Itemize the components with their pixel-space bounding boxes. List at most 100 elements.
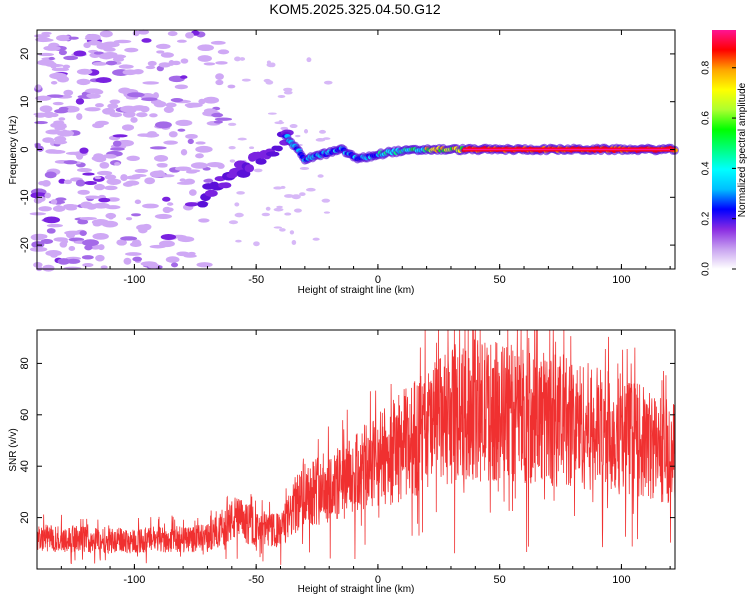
snr-frame — [36, 329, 676, 570]
spectrogram-noise-blob — [95, 254, 105, 262]
spectrogram-noise-blob — [176, 39, 187, 43]
spectrogram-noise-blob — [85, 33, 101, 41]
spectrogram-noise-blob — [229, 159, 236, 163]
spectrogram-noise-blob — [109, 112, 123, 118]
snr-ylabel: SNR (v/v) — [8, 428, 19, 471]
spectrogram-noise-blob — [265, 206, 271, 211]
spectrogram-noise-blob — [215, 79, 224, 86]
spectrogram-noise-blob — [46, 94, 64, 98]
spectrogram-noise-blob — [140, 261, 158, 267]
spectrogram-noise-blob — [79, 147, 89, 154]
spectrogram-noise-blob — [46, 63, 64, 68]
spectrogram-ridge-blob — [255, 158, 267, 165]
spectrogram-noise-blob — [68, 245, 76, 251]
spectrogram-noise-blob — [63, 179, 73, 185]
spectrogram-noise-blob — [185, 170, 198, 174]
spectrogram-ytick-label: -20 — [19, 237, 31, 253]
spectrogram-xtick-label: 50 — [494, 274, 506, 286]
spectrogram-noise-blob — [123, 257, 132, 265]
spectrogram-noise-blob — [132, 256, 143, 262]
snr-xtick-label: 100 — [612, 574, 630, 586]
spectrogram-xtick-label: 100 — [612, 274, 630, 286]
spectrogram-noise-blob — [261, 212, 271, 217]
spectrogram-noise-blob — [109, 99, 121, 105]
spectrogram-noise-blob — [203, 62, 216, 66]
spectrogram-noise-blob — [76, 167, 93, 173]
spectrogram-noise-blob — [36, 38, 54, 42]
spectrogram-noise-blob — [227, 84, 236, 89]
snr-xtick-label: 50 — [494, 574, 506, 586]
spectrogram-noise-blob — [237, 137, 247, 141]
spectrogram-noise-blob — [215, 61, 228, 65]
spectrogram-noise-blob — [40, 238, 54, 244]
spectrogram-noise-blob — [92, 202, 110, 209]
spectrogram-noise-blob — [127, 92, 145, 98]
spectrogram-noise-blob — [136, 112, 148, 118]
spectrogram-noise-blob — [84, 180, 97, 185]
spectrogram-noise-blob — [112, 140, 122, 147]
spectrogram-noise-blob — [163, 140, 178, 145]
spectrogram-noise-blob — [293, 208, 302, 213]
spectrogram-noise-blob — [61, 239, 69, 244]
spectrogram-noise-blob — [46, 223, 63, 228]
spectrogram-noise-blob — [179, 178, 186, 182]
spectrogram-noise-blob — [176, 181, 194, 185]
spectrogram-noise-blob — [283, 90, 293, 95]
spectrogram-noise-blob — [274, 121, 285, 125]
spectrogram-noise-blob — [105, 60, 118, 66]
spectrogram-noise-blob — [273, 186, 283, 190]
spectrogram-noise-blob — [291, 194, 301, 200]
spectrogram-ridge-blob — [244, 164, 255, 173]
spectrogram-noise-blob — [142, 203, 159, 209]
spectrogram-noise-blob — [253, 168, 263, 173]
spectrogram-noise-blob — [180, 75, 188, 79]
spectrogram-noise-blob — [63, 55, 79, 61]
snr-ticks: -100 -50 0 50 100 20 40 60 80 — [19, 330, 675, 586]
spectrogram-noise-blob — [190, 162, 209, 169]
spectrogram-noise-blob — [98, 53, 114, 60]
spectrogram-noise-blob — [234, 212, 244, 218]
spectrogram-noise-blob — [134, 168, 149, 173]
spectrogram-noise-blob — [104, 174, 117, 180]
spectrogram-noise-blob — [92, 222, 102, 227]
spectrogram-noise-blob — [84, 244, 93, 251]
spectrogram-noise-blob — [125, 217, 133, 221]
spectrogram-noise-blob — [185, 133, 198, 139]
spectrogram-ridge-blob — [266, 151, 280, 157]
spectrogram-noise-blob — [92, 61, 108, 66]
spectrogram-ridge-blob — [274, 145, 283, 152]
spectrogram-noise-blob — [35, 95, 52, 101]
spectrogram-noise-blob — [52, 140, 68, 145]
spectrogram-noise-blob — [158, 62, 172, 68]
spectrogram-noise-blob — [267, 112, 277, 115]
spectrogram-noise-blob — [155, 43, 171, 50]
spectrogram-noise-blob — [112, 134, 128, 138]
spectrogram-noise-blob — [43, 45, 61, 51]
spectrogram-noise-blob — [99, 30, 113, 38]
spectrogram-noise-blob — [34, 121, 48, 125]
spectrogram-noise-blob — [203, 178, 214, 183]
spectrogram-noise-blob — [68, 36, 79, 40]
snr-xtick-label: -50 — [248, 574, 264, 586]
spectrogram-noise-blob — [63, 160, 78, 165]
spectrogram-noise-blob — [56, 34, 71, 42]
spectrogram-noise-blob — [323, 211, 331, 214]
spectrogram-noise-blob — [189, 189, 197, 196]
spectrogram-noise-blob — [160, 52, 174, 58]
spectrogram-noise-blob — [110, 147, 125, 151]
spectrogram-noise-blob — [33, 261, 43, 268]
spectrogram-noise-blob — [114, 162, 121, 166]
spectrogram-noise-blob — [76, 68, 93, 75]
spectrogram-noise-blob — [299, 166, 310, 170]
spectrogram-noise-blob — [162, 206, 172, 214]
spectrogram-noise-blob — [44, 192, 52, 199]
spectrogram-noise-blob — [63, 203, 78, 209]
snr-panel: -100 -50 0 50 100 20 40 60 80 Height of straight… — [8, 329, 676, 595]
spectrogram-noise-blob — [170, 97, 184, 103]
spectrogram-noise-blob — [195, 141, 206, 145]
spectrogram-noise-blob — [147, 60, 157, 67]
spectrogram-noise-blob — [124, 252, 142, 256]
spectrogram-noise-blob — [211, 112, 224, 118]
spectrogram-noise-blob — [197, 55, 212, 62]
